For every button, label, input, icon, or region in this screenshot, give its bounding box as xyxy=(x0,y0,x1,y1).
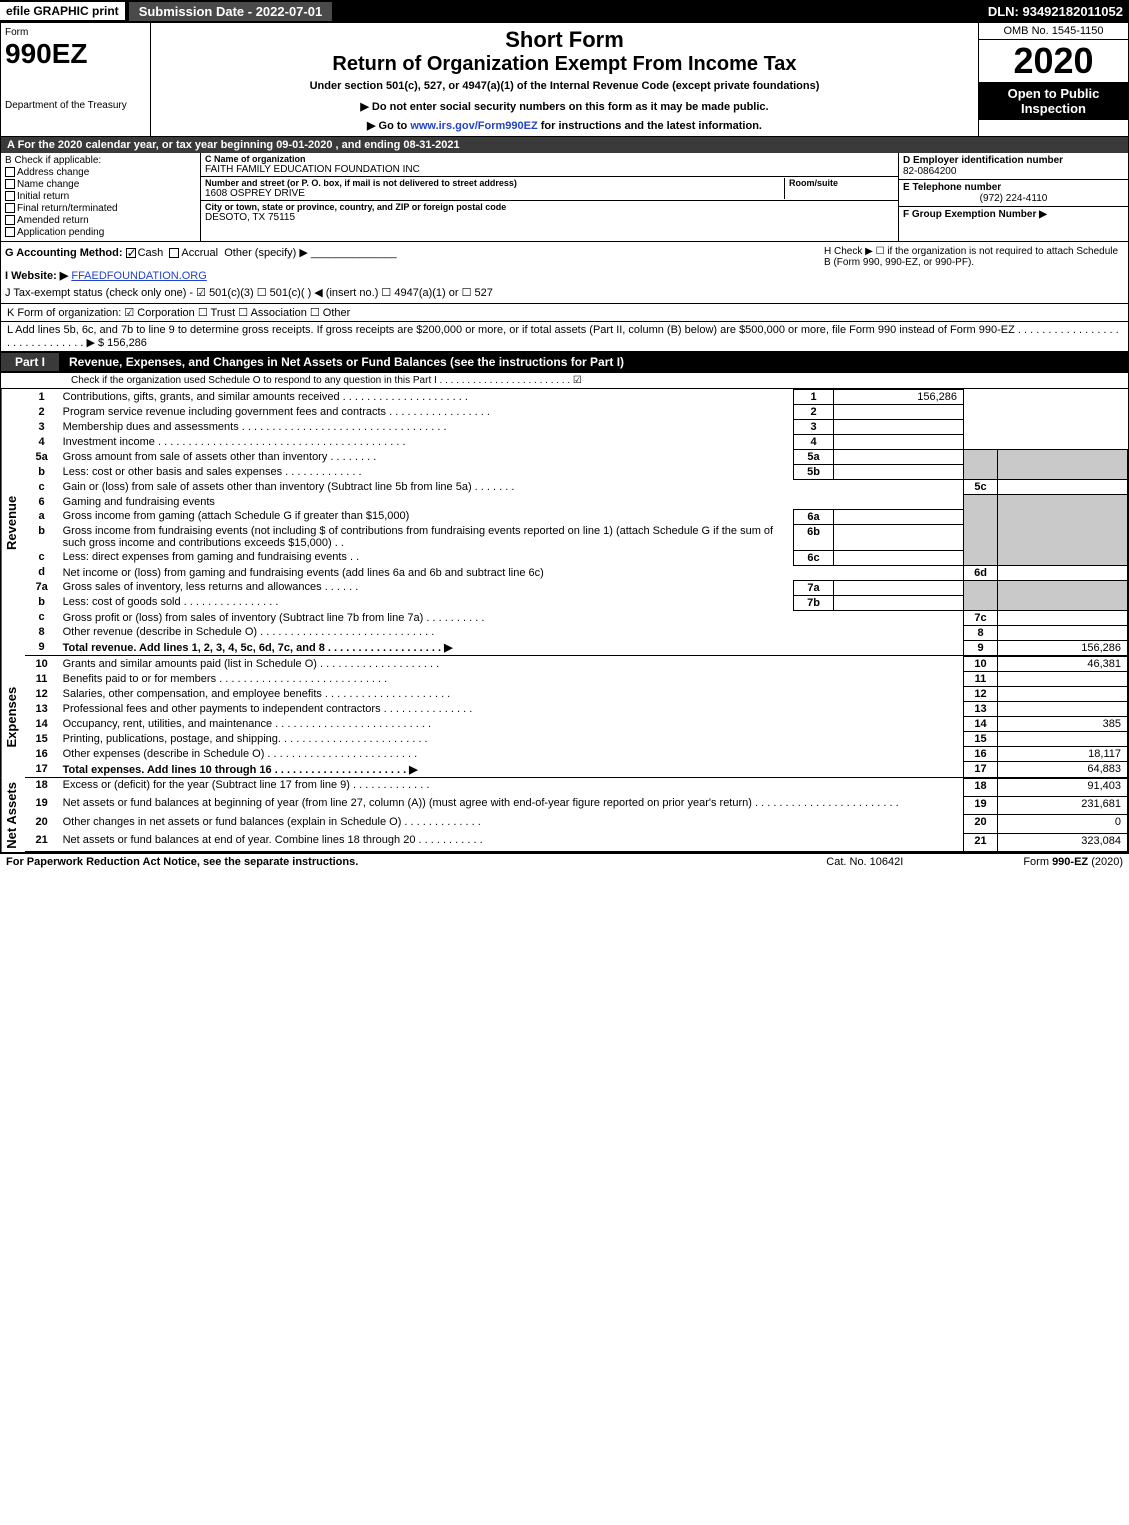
val-8 xyxy=(998,625,1128,640)
val-16: 18,117 xyxy=(998,747,1128,762)
val-21: 323,084 xyxy=(998,833,1128,851)
g-label: G Accounting Method: xyxy=(5,247,123,259)
h-schedule-b: H Check ▶ ☐ if the organization is not r… xyxy=(824,246,1124,299)
form-header: Form 990EZ Department of the Treasury Sh… xyxy=(1,23,1128,137)
c-city: DESOTO, TX 75115 xyxy=(205,212,894,223)
cb-initial-return[interactable]: Initial return xyxy=(5,191,196,202)
val-5c xyxy=(998,480,1128,495)
f-group-label: F Group Exemption Number ▶ xyxy=(903,209,1047,220)
c-city-label: City or town, state or province, country… xyxy=(205,202,894,212)
c-org-name: FAITH FAMILY EDUCATION FOUNDATION INC xyxy=(205,164,894,175)
d-ein: 82-0864200 xyxy=(903,166,1124,177)
section-b: B Check if applicable: Address change Na… xyxy=(1,153,1128,242)
val-12 xyxy=(998,687,1128,702)
l-gross-receipts: L Add lines 5b, 6c, and 7b to line 9 to … xyxy=(1,322,1128,351)
c-room-label: Room/suite xyxy=(789,178,894,188)
form-label: Form xyxy=(5,27,146,38)
sidebar-net-assets: Net Assets xyxy=(1,778,25,853)
val-3 xyxy=(834,420,964,435)
cb-application-pending[interactable]: Application pending xyxy=(5,227,196,238)
val-11 xyxy=(998,672,1128,687)
val-15 xyxy=(998,732,1128,747)
tax-year: 2020 xyxy=(979,40,1128,82)
cb-final-return[interactable]: Final return/terminated xyxy=(5,203,196,214)
d-ein-label: D Employer identification number xyxy=(903,155,1124,166)
header-subtitle-3: ▶ Go to www.irs.gov/Form990EZ for instru… xyxy=(155,119,974,132)
cb-accrual[interactable] xyxy=(169,248,179,258)
val-9: 156,286 xyxy=(998,640,1128,656)
val-4 xyxy=(834,435,964,450)
submission-date: Submission Date - 2022-07-01 xyxy=(129,2,333,21)
val-13 xyxy=(998,702,1128,717)
footer-paperwork: For Paperwork Reduction Act Notice, see … xyxy=(6,856,358,868)
b-header: B Check if applicable: xyxy=(5,155,196,166)
k-form-org: K Form of organization: ☑ Corporation ☐ … xyxy=(1,304,1128,322)
cb-name-change[interactable]: Name change xyxy=(5,179,196,190)
topbar: efile GRAPHIC print Submission Date - 20… xyxy=(0,0,1129,22)
val-2 xyxy=(834,405,964,420)
val-10: 46,381 xyxy=(998,657,1128,672)
part-1-check: Check if the organization used Schedule … xyxy=(1,373,1128,388)
net-assets-table: 18Excess or (deficit) for the year (Subt… xyxy=(25,778,1128,853)
footer-form-ref: Form 990-EZ (2020) xyxy=(1023,856,1123,868)
cb-amended-return[interactable]: Amended return xyxy=(5,215,196,226)
return-title: Return of Organization Exempt From Incom… xyxy=(155,53,974,76)
val-19: 231,681 xyxy=(998,796,1128,814)
part-1-title: Revenue, Expenses, and Changes in Net As… xyxy=(69,355,624,369)
omb-number: OMB No. 1545-1150 xyxy=(979,23,1128,40)
c-street-label: Number and street (or P. O. box, if mail… xyxy=(205,178,784,188)
efile-label: efile GRAPHIC print xyxy=(0,2,125,20)
val-7c xyxy=(998,610,1128,625)
cb-cash[interactable] xyxy=(126,248,136,258)
c-street: 1608 OSPREY DRIVE xyxy=(205,188,784,199)
sidebar-expenses: Expenses xyxy=(1,656,25,778)
header-subtitle-2: ▶ Do not enter social security numbers o… xyxy=(155,100,974,113)
sidebar-revenue: Revenue xyxy=(1,389,25,656)
dln: DLN: 93492182011052 xyxy=(988,4,1129,19)
val-18: 91,403 xyxy=(998,778,1128,796)
part-1-tab: Part I xyxy=(1,353,59,371)
val-6d xyxy=(998,565,1128,580)
footer: For Paperwork Reduction Act Notice, see … xyxy=(0,853,1129,870)
row-a-period: A For the 2020 calendar year, or tax yea… xyxy=(1,137,1128,153)
j-tax-exempt: J Tax-exempt status (check only one) - ☑… xyxy=(5,286,824,299)
part-1-header: Part I Revenue, Expenses, and Changes in… xyxy=(1,351,1128,373)
form-number: 990EZ xyxy=(5,38,146,70)
header-subtitle-1: Under section 501(c), 527, or 4947(a)(1)… xyxy=(155,80,974,92)
open-to-public: Open to Public Inspection xyxy=(979,82,1128,120)
section-gh: G Accounting Method: Cash Accrual Other … xyxy=(1,242,1128,304)
website-link[interactable]: FFAEDFOUNDATION.ORG xyxy=(71,270,206,282)
dept-label: Department of the Treasury xyxy=(5,100,146,111)
val-17: 64,883 xyxy=(998,762,1128,778)
e-phone-label: E Telephone number xyxy=(903,182,1124,193)
footer-catalog: Cat. No. 10642I xyxy=(826,856,903,868)
e-phone: (972) 224-4110 xyxy=(903,193,1124,204)
val-1: 156,286 xyxy=(834,390,964,405)
revenue-table: 1Contributions, gifts, grants, and simil… xyxy=(25,389,1128,656)
cb-address-change[interactable]: Address change xyxy=(5,167,196,178)
c-name-label: C Name of organization xyxy=(205,154,894,164)
val-14: 385 xyxy=(998,717,1128,732)
irs-link[interactable]: www.irs.gov/Form990EZ xyxy=(410,120,537,132)
i-label: I Website: ▶ xyxy=(5,270,68,282)
short-form-title: Short Form xyxy=(155,27,974,53)
val-20: 0 xyxy=(998,815,1128,833)
expenses-table: 10Grants and similar amounts paid (list … xyxy=(25,656,1128,778)
